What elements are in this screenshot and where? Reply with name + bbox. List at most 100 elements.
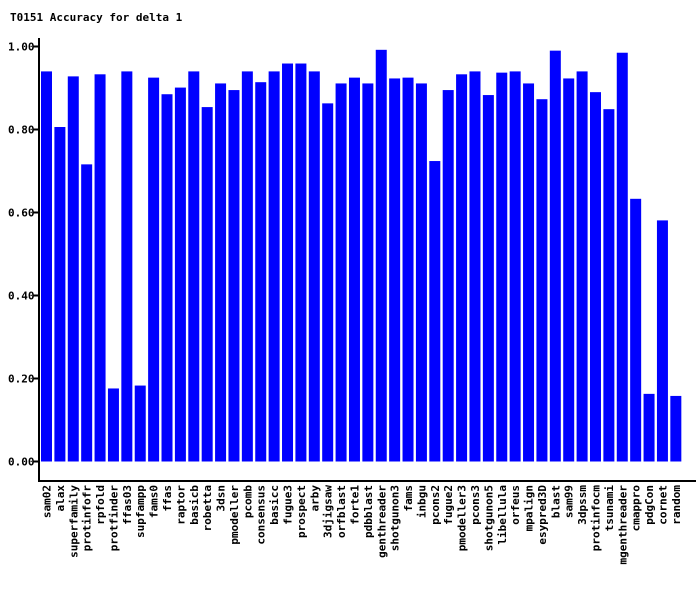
x-tick-label: pcons2 xyxy=(429,485,442,525)
x-tick-label: consensus xyxy=(255,485,268,545)
x-tick-label: protinfofr xyxy=(81,485,94,552)
bar-rpfold xyxy=(94,74,106,462)
y-tick-label: 1.00 xyxy=(8,41,35,54)
bar-basicb xyxy=(188,71,200,462)
x-tick-label: genthreader xyxy=(375,485,388,558)
bar-superfamily xyxy=(67,76,79,462)
bar-prospect xyxy=(295,63,307,462)
bar-pdbblast xyxy=(362,83,374,462)
x-tick-label: rpfold xyxy=(94,485,107,525)
bar-supfampp xyxy=(134,385,146,462)
bar-pmodeller xyxy=(228,90,240,462)
y-tick-label: 0.40 xyxy=(8,290,35,303)
x-tick-label: fugue2 xyxy=(442,485,455,525)
bar-blast xyxy=(549,50,561,462)
bar-fams0 xyxy=(148,77,160,462)
x-tick-label: sam99 xyxy=(563,485,576,518)
x-axis-labels: sam02 alax superfamily protinfofr rpfold prot… xyxy=(41,485,683,565)
bar-orfeus xyxy=(509,71,521,462)
x-tick-label: pdgCon xyxy=(643,485,656,525)
bar-tsunami xyxy=(603,109,615,462)
bar-alax xyxy=(54,127,66,462)
bar-sam99 xyxy=(563,78,575,462)
x-tick-label: shotgunon5 xyxy=(482,485,495,551)
x-tick-label: shotgunon3 xyxy=(389,485,402,551)
x-tick-label: raptor xyxy=(174,485,187,525)
bar-pdgCon xyxy=(643,393,655,462)
x-tick-label: fams0 xyxy=(148,485,161,518)
bar-pcomb xyxy=(241,71,253,462)
bar-orfblast xyxy=(335,83,347,462)
x-tick-label: fugue3 xyxy=(282,485,295,525)
x-tick-label: esypred3D xyxy=(536,485,549,545)
bar-shotgunon5 xyxy=(482,95,494,462)
x-tick-label: 3djigsaw xyxy=(322,485,335,538)
x-tick-label: orfblast xyxy=(335,485,348,538)
bar-libellula xyxy=(496,72,508,462)
bar-protinfofr xyxy=(81,164,93,462)
bar-mpalign xyxy=(523,83,535,462)
y-tick-label: 0.60 xyxy=(8,207,35,220)
x-tick-label: protinfocm xyxy=(589,485,602,552)
x-tick-label: pmodeller3 xyxy=(456,485,469,551)
x-tick-label: pcomb xyxy=(241,485,254,518)
bar-fams xyxy=(402,77,414,462)
x-tick-label: libellula xyxy=(496,485,509,545)
bar-genthreader xyxy=(375,49,387,462)
x-tick-label: forte1 xyxy=(348,485,361,525)
x-tick-label: pmodeller xyxy=(228,485,241,545)
x-tick-label: 3dpssm xyxy=(576,485,589,525)
bar-esypred3D xyxy=(536,99,548,462)
x-tick-label: ffas03 xyxy=(121,485,134,525)
x-tick-label: arby xyxy=(308,485,321,512)
bar-3djigsaw xyxy=(322,103,334,462)
x-tick-label: supfampp xyxy=(134,485,147,538)
x-tick-label: 3dsn xyxy=(215,485,228,512)
bar-basicc xyxy=(268,71,280,462)
bar-cornet xyxy=(656,220,668,462)
bar-raptor xyxy=(174,87,186,462)
x-tick-label: ffas xyxy=(161,485,174,512)
bar-pmodeller3 xyxy=(456,74,468,462)
bar-random xyxy=(670,395,682,462)
x-tick-label: inbgu xyxy=(415,485,428,518)
x-tick-label: pcons3 xyxy=(469,485,482,525)
x-tick-label: basicb xyxy=(188,485,201,525)
bar-ffas03 xyxy=(121,71,133,462)
x-tick-label: cornet xyxy=(656,485,669,525)
bar-sam02 xyxy=(41,71,52,462)
bar-protinfocm xyxy=(589,92,601,462)
x-tick-label: tsunami xyxy=(603,485,616,532)
bar-pcons3 xyxy=(469,71,481,462)
bar-pcons2 xyxy=(429,161,441,462)
bar-3dsn xyxy=(215,83,227,462)
x-tick-label: prospect xyxy=(295,485,308,538)
bar-arby xyxy=(308,71,320,462)
bar-3dpssm xyxy=(576,71,588,462)
chart-title: T0151 Accuracy for delta 1 xyxy=(10,11,183,24)
bar-shotgunon3 xyxy=(389,78,401,462)
bar-mgenthreader xyxy=(616,52,628,462)
x-tick-label: pdbblast xyxy=(362,485,375,538)
y-tick-label: 0.20 xyxy=(8,373,35,386)
bar-protfinder xyxy=(107,388,119,462)
bar-fugue3 xyxy=(282,63,294,462)
x-tick-label: mpalign xyxy=(523,485,536,531)
x-tick-label: alax xyxy=(54,485,67,512)
bar-robetta xyxy=(201,107,213,462)
bars xyxy=(41,49,682,462)
bar-cmappro xyxy=(630,198,642,462)
x-tick-label: blast xyxy=(549,485,562,518)
x-tick-label: robetta xyxy=(201,485,214,531)
bar-consensus xyxy=(255,82,267,462)
x-tick-label: fams xyxy=(402,485,415,512)
x-tick-label: superfamily xyxy=(67,485,80,558)
x-tick-label: sam02 xyxy=(41,485,54,518)
y-tick-label: 0.80 xyxy=(8,124,35,137)
x-tick-label: cmappro xyxy=(630,485,643,532)
x-tick-label: protfinder xyxy=(107,485,120,552)
bar-inbgu xyxy=(415,83,427,462)
x-tick-label: mgenthreader xyxy=(616,485,629,565)
y-tick-label: 0.00 xyxy=(8,456,35,469)
